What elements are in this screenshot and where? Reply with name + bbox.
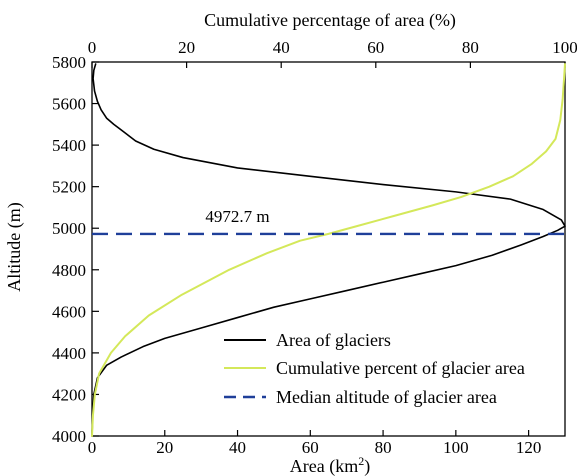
top-tick-label: 60	[367, 38, 384, 57]
bottom-axis-title-base: Area (km	[290, 456, 358, 476]
left-tick-label: 4800	[52, 261, 86, 280]
left-tick-label: 5600	[52, 95, 86, 114]
top-tick-label: 80	[462, 38, 479, 57]
top-tick-label: 20	[178, 38, 195, 57]
top-axis-ticks: 0 20 40 60 80 100	[88, 38, 577, 68]
bottom-axis-title-sup: 2	[358, 454, 364, 468]
left-tick-label: 5400	[52, 136, 86, 155]
series-layer: 4972.7 m	[91, 63, 566, 437]
top-tick-label: 0	[88, 38, 97, 57]
bottom-axis-ticks: 0 20 40 60 80 100 120	[88, 430, 542, 457]
top-axis-title: Cumulative percentage of area (%)	[204, 10, 456, 31]
legend-label: Cumulative percent of glacier area	[276, 358, 525, 378]
bottom-tick-label: 20	[156, 438, 173, 457]
left-axis-ticks: 4000 4200 4400 4600 4800 5000 5200 5400 5600 5800	[52, 53, 99, 446]
left-tick-label: 4000	[52, 427, 86, 446]
legend-label: Area of glaciers	[276, 330, 391, 350]
legend: Area of glaciers Cumulative percent of gl…	[224, 330, 525, 407]
cumulative-percent-line	[91, 63, 566, 437]
left-tick-label: 4200	[52, 385, 86, 404]
bottom-tick-label: 80	[375, 438, 392, 457]
left-axis-title: Altitude (m)	[4, 202, 25, 291]
plot-border	[91, 61, 566, 437]
left-tick-label: 5000	[52, 219, 86, 238]
legend-label: Median altitude of glacier area	[276, 387, 497, 407]
left-tick-label: 4600	[52, 302, 86, 321]
bottom-tick-label: 100	[443, 438, 469, 457]
top-tick-label: 100	[552, 38, 577, 57]
bottom-tick-label: 60	[302, 438, 319, 457]
glacier-area-line	[91, 63, 566, 437]
left-tick-label: 5800	[52, 53, 86, 72]
plot-frame	[91, 61, 566, 437]
median-altitude-annotation: 4972.7 m	[205, 207, 269, 226]
left-tick-label: 4400	[52, 344, 86, 363]
bottom-tick-label: 120	[516, 438, 542, 457]
bottom-axis-title: Area (km2)	[290, 454, 370, 476]
top-tick-label: 40	[273, 38, 290, 57]
bottom-tick-label: 0	[88, 438, 97, 457]
bottom-tick-label: 40	[229, 438, 246, 457]
bottom-axis-title-close: )	[364, 456, 370, 476]
left-tick-label: 5200	[52, 178, 86, 197]
